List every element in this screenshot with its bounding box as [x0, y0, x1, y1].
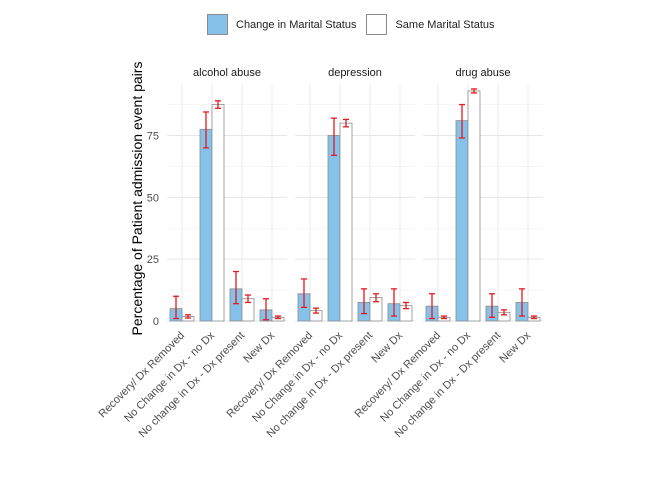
y-tick-label: 25 — [147, 254, 159, 266]
y-tick-label: 75 — [147, 130, 159, 142]
panel-title: depression — [328, 67, 382, 79]
bar — [327, 135, 341, 322]
bar — [467, 90, 481, 322]
bar — [211, 104, 225, 322]
bar — [339, 122, 353, 322]
legend-swatch-same — [366, 14, 388, 35]
legend: Change in Marital Status Same Marital St… — [207, 14, 505, 35]
panel-title: alcohol abuse — [193, 67, 261, 79]
x-tick-label: New Dx — [369, 329, 405, 365]
legend-item-change[interactable]: Change in Marital Status — [207, 14, 356, 35]
legend-label-change: Change in Marital Status — [236, 18, 357, 31]
y-axis-title: Percentage of Patient admission event pa… — [129, 62, 145, 336]
bar — [455, 120, 469, 322]
legend-swatch-change — [207, 14, 228, 35]
y-tick-label: 50 — [147, 192, 159, 204]
legend-label-same: Same Marital Status — [395, 18, 495, 31]
y-tick-label: 0 — [153, 316, 159, 328]
bar — [199, 128, 213, 322]
x-tick-label: New Dx — [241, 329, 277, 365]
panel-title: drug abuse — [455, 67, 510, 79]
x-tick-label: New Dx — [497, 329, 533, 365]
legend-item-same[interactable]: Same Marital Status — [366, 14, 495, 35]
